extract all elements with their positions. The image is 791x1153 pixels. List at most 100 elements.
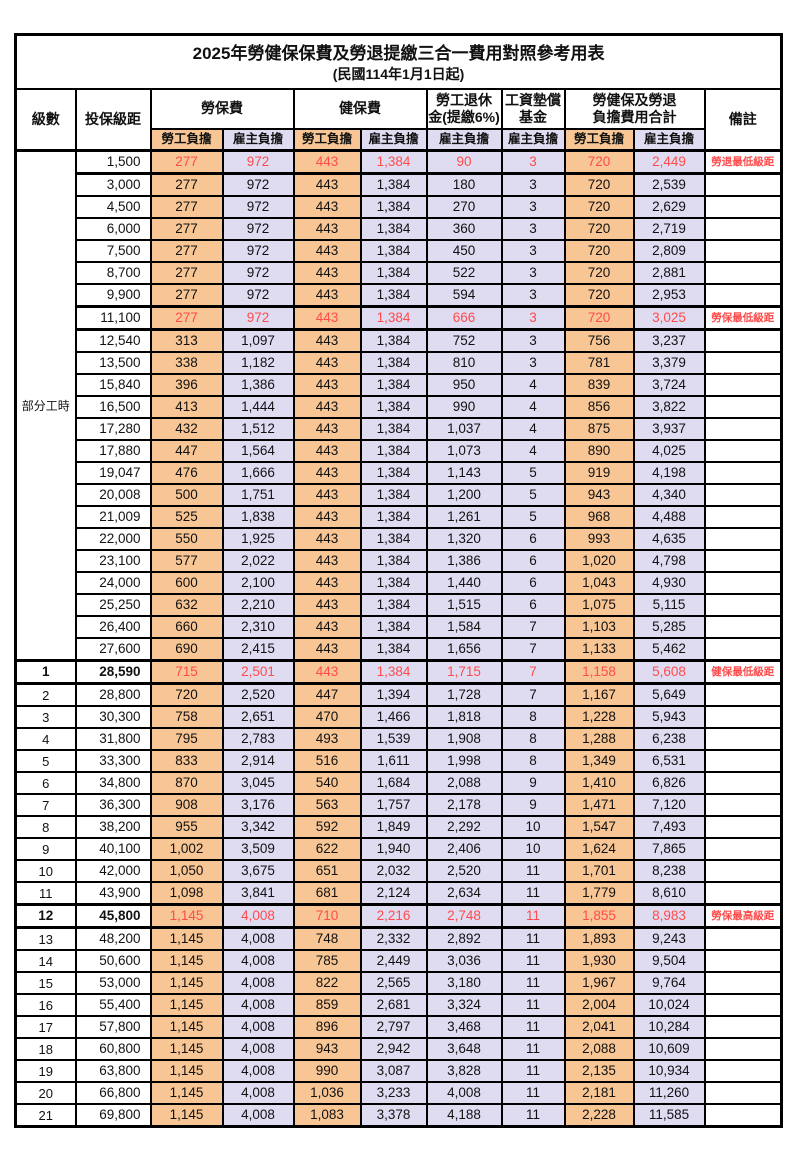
remark-cell: [703, 859, 783, 883]
value-cell: 859: [292, 993, 362, 1017]
value-cell: 5,649: [632, 682, 706, 707]
remark-cell: [703, 1081, 783, 1105]
table-row: 15 53,000 1,145 4,008 822 2,565 3,180 11 1,967 9,…: [14, 971, 783, 995]
value-cell: 1,384: [359, 483, 428, 507]
remark-cell: [703, 815, 783, 839]
value-cell: 2,228: [563, 1103, 635, 1128]
table-row: 12,540 313 1,097 443 1,384 752 3 756 3,237: [16, 328, 783, 353]
value-cell: 1,384: [359, 328, 428, 353]
table-row: 27,600 690 2,415 443 1,384 1,656 7 1,133 5,462: [16, 637, 783, 662]
table-row: 9 40,100 1,002 3,509 622 1,940 2,406 10 1,624 7,8…: [14, 837, 783, 861]
value-cell: 396: [149, 373, 224, 397]
bracket-cell: 12,540: [74, 328, 152, 353]
remark-cell: [703, 727, 783, 751]
remark-cell: [703, 749, 783, 773]
bracket-cell: 1,500: [74, 149, 152, 175]
table-row: 21,009 525 1,838 443 1,384 1,261 5 968 4,488: [16, 505, 783, 529]
value-cell: 270: [425, 195, 503, 219]
value-cell: 443: [292, 571, 362, 595]
total-header-line1: 勞健保及勞退: [592, 91, 677, 108]
value-cell: 1,384: [359, 593, 428, 617]
value-cell: 4,008: [221, 1015, 295, 1039]
value-cell: 785: [292, 949, 362, 973]
value-cell: 11: [500, 993, 566, 1017]
bracket-cell: 17,880: [74, 439, 152, 463]
value-cell: 1,611: [359, 749, 428, 773]
value-cell: 2,651: [221, 705, 295, 729]
value-cell: 3,176: [221, 793, 295, 817]
pension-header-line1: 勞工退休: [436, 91, 492, 108]
value-cell: 1,384: [359, 305, 428, 331]
value-cell: 9: [500, 771, 566, 795]
value-cell: 1,940: [359, 837, 428, 861]
value-cell: 7: [500, 682, 566, 707]
value-cell: 1,893: [563, 926, 635, 951]
value-cell: 1,145: [149, 1059, 224, 1083]
value-cell: 2,520: [221, 682, 295, 707]
value-cell: 1,751: [221, 483, 295, 507]
page-subtitle: (民國114年1月1日起): [332, 65, 465, 82]
bracket-cell: 57,800: [74, 1015, 152, 1039]
value-cell: 1,384: [359, 637, 428, 662]
value-cell: 2,539: [632, 172, 706, 197]
value-cell: 1,386: [221, 373, 295, 397]
value-cell: 972: [221, 195, 295, 219]
table-row: 11,100 277 972 443 1,384 666 3 720 3,025 勞保最低級距: [16, 305, 783, 331]
level-cell: 12: [14, 903, 77, 929]
value-cell: 715: [149, 659, 224, 685]
value-cell: 5: [500, 483, 566, 507]
value-cell: 2,022: [221, 549, 295, 573]
value-cell: 2,783: [221, 727, 295, 751]
value-cell: 622: [292, 837, 362, 861]
value-cell: 443: [292, 461, 362, 485]
value-cell: 4: [500, 395, 566, 419]
value-cell: 1,384: [359, 261, 428, 285]
col-header-total: 勞健保及勞退 負擔費用合計: [563, 88, 706, 130]
value-cell: 972: [221, 283, 295, 308]
value-cell: 1,384: [359, 195, 428, 219]
value-cell: 943: [563, 483, 635, 507]
value-cell: 1,624: [563, 837, 635, 861]
value-cell: 1,515: [425, 593, 503, 617]
value-cell: 8,610: [632, 881, 706, 906]
value-cell: 1,145: [149, 903, 224, 929]
value-cell: 443: [292, 417, 362, 441]
value-cell: 522: [425, 261, 503, 285]
value-cell: 795: [149, 727, 224, 751]
value-cell: 1,384: [359, 505, 428, 529]
value-cell: 1,098: [149, 881, 224, 906]
value-cell: 4,340: [632, 483, 706, 507]
title-row: 2025年勞健保保費及勞退提繳三合一費用對照參考用表 (民國114年1月1日起): [14, 33, 783, 90]
value-cell: 277: [149, 217, 224, 241]
bracket-cell: 17,280: [74, 417, 152, 441]
bracket-cell: 28,800: [74, 682, 152, 707]
bracket-cell: 4,500: [74, 195, 152, 219]
value-cell: 666: [425, 305, 503, 331]
value-cell: 1,564: [221, 439, 295, 463]
table-row: 7 36,300 908 3,176 563 1,757 2,178 9 1,471 7,120: [14, 793, 783, 817]
value-cell: 950: [425, 373, 503, 397]
table-row: 8,700 277 972 443 1,384 522 3 720 2,881: [16, 261, 783, 285]
value-cell: 577: [149, 549, 224, 573]
value-cell: 443: [292, 283, 362, 308]
value-cell: 432: [149, 417, 224, 441]
value-cell: 7: [500, 637, 566, 662]
value-cell: 563: [292, 793, 362, 817]
value-cell: 1,349: [563, 749, 635, 773]
value-cell: 1,073: [425, 439, 503, 463]
value-cell: 277: [149, 172, 224, 197]
value-cell: 443: [292, 527, 362, 551]
table-row: 18 60,800 1,145 4,008 943 2,942 3,648 11 2,088 10…: [14, 1037, 783, 1061]
value-cell: 1,158: [563, 659, 635, 685]
value-cell: 756: [563, 328, 635, 353]
value-cell: 1,384: [359, 239, 428, 263]
bracket-cell: 48,200: [74, 926, 152, 951]
value-cell: 4,008: [425, 1081, 503, 1105]
value-cell: 2,406: [425, 837, 503, 861]
value-cell: 781: [563, 351, 635, 375]
value-cell: 1,728: [425, 682, 503, 707]
value-cell: 4,635: [632, 527, 706, 551]
value-cell: 6,531: [632, 749, 706, 773]
table-row: 17 57,800 1,145 4,008 896 2,797 3,468 11 2,041 10…: [14, 1015, 783, 1039]
value-cell: 4,008: [221, 993, 295, 1017]
